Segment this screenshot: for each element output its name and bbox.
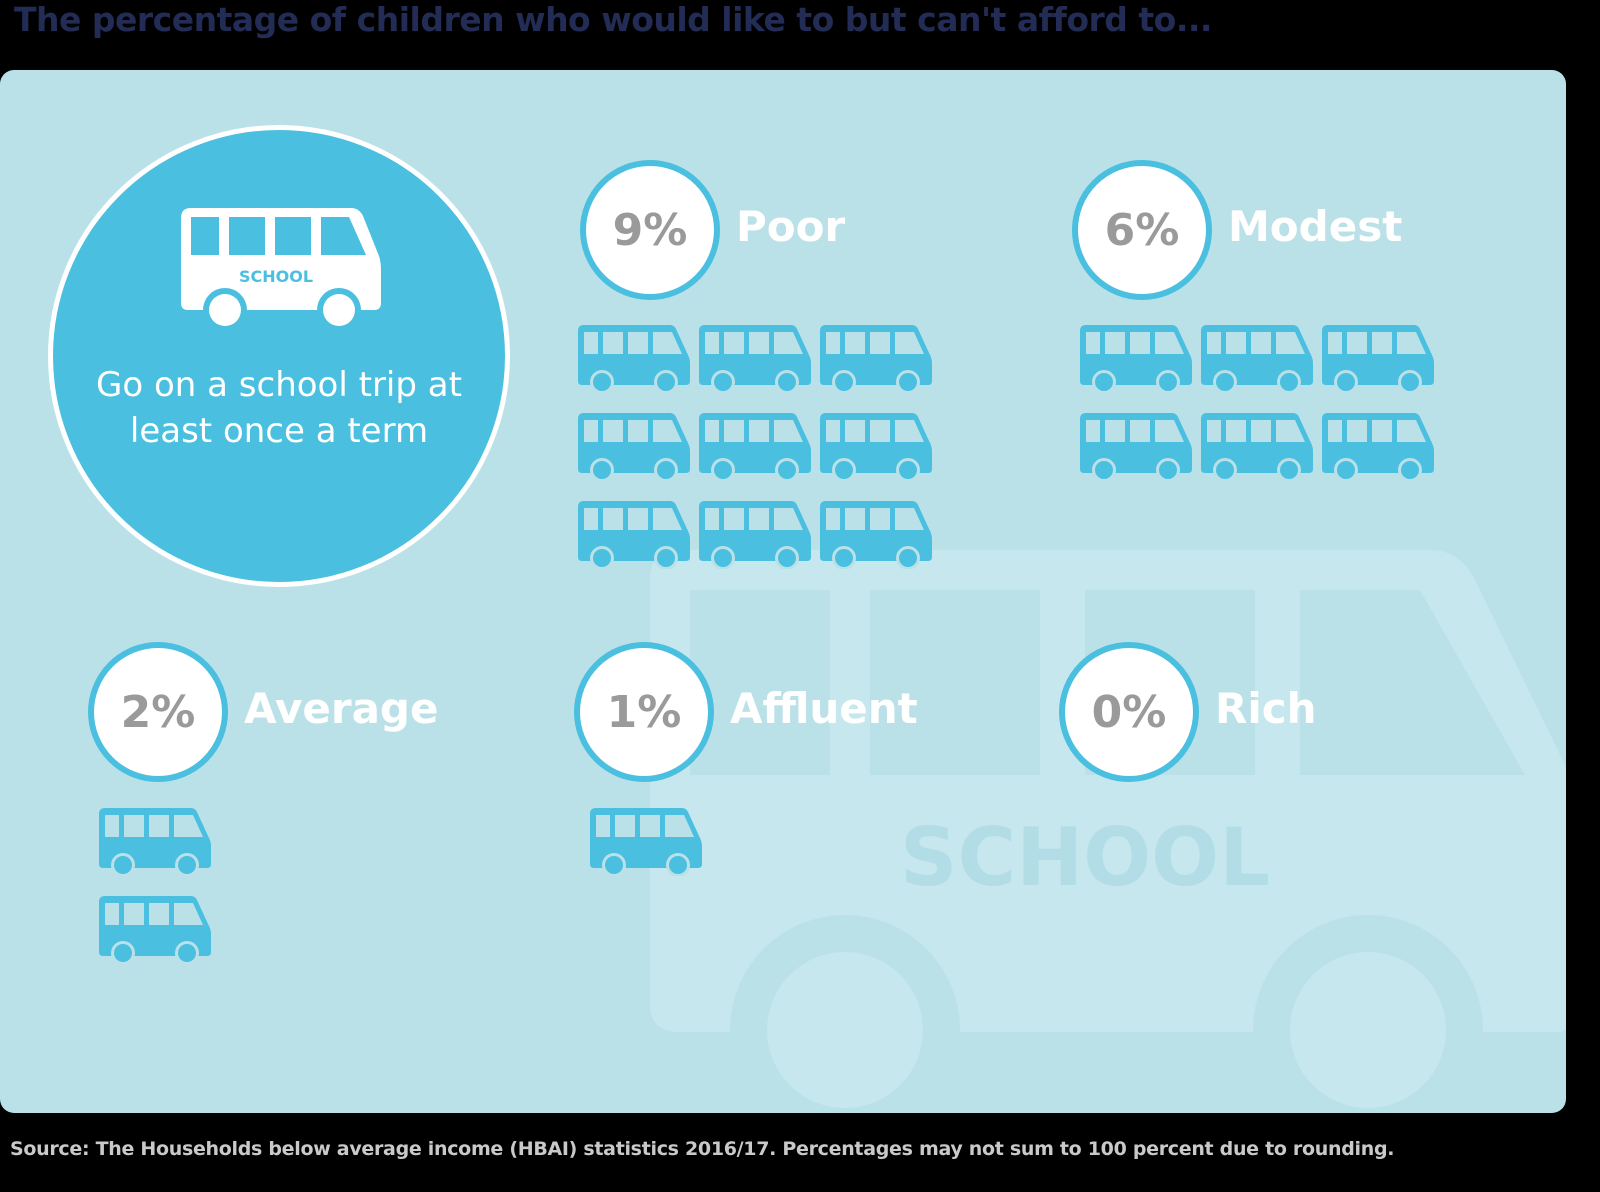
topic-text: Go on a school trip at least once a term	[96, 365, 462, 451]
category-label-average: Average	[244, 684, 439, 733]
bus-icon-poor	[820, 413, 932, 481]
topic-circle: SCHOOL Go on a school trip at least once…	[48, 125, 510, 587]
chart-title: The percentage of children who would lik…	[14, 0, 1212, 39]
bus-icon-modest	[1080, 413, 1192, 481]
background-bus-text: SCHOOL	[900, 811, 1270, 904]
bus-icon-modest	[1201, 413, 1313, 481]
percent-label-affluent: 1%	[574, 642, 714, 782]
bus-icon-poor	[820, 501, 932, 569]
bus-icon-modest	[1322, 413, 1434, 481]
bus-icon-poor	[699, 325, 811, 393]
percent-label-poor: 9%	[580, 160, 720, 300]
percent-label-modest: 6%	[1072, 160, 1212, 300]
category-label-rich: Rich	[1215, 684, 1317, 733]
bus-icon-average	[99, 808, 211, 876]
bus-icon-poor	[699, 413, 811, 481]
percent-label-average: 2%	[88, 642, 228, 782]
category-label-poor: Poor	[736, 202, 846, 251]
background-bus-icon: SCHOOL	[650, 550, 1566, 1110]
bus-icon-affluent	[590, 808, 702, 876]
category-label-affluent: Affluent	[730, 684, 918, 733]
source-note: Source: The Households below average inc…	[10, 1138, 1395, 1160]
bus-icon-modest	[1080, 325, 1192, 393]
bus-icon-poor	[699, 501, 811, 569]
percent-label-rich: 0%	[1059, 642, 1199, 782]
school-bus-text: SCHOOL	[239, 267, 313, 286]
bus-icon-modest	[1322, 325, 1434, 393]
infographic-panel: SCHOOL SCHOOL Go on a school trip at lea…	[0, 70, 1566, 1113]
bus-icon-poor	[578, 501, 690, 569]
bus-icon-modest	[1201, 325, 1313, 393]
bus-icon-poor	[578, 325, 690, 393]
bus-icon-average	[99, 896, 211, 964]
bus-icon-poor	[578, 413, 690, 481]
school-bus-icon: SCHOOL	[181, 208, 381, 332]
category-label-modest: Modest	[1228, 202, 1403, 251]
bus-icon-poor	[820, 325, 932, 393]
